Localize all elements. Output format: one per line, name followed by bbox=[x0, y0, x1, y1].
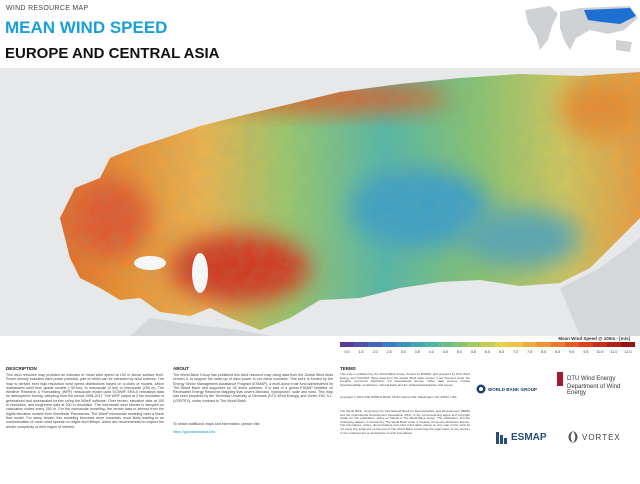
legend-swatch bbox=[620, 342, 635, 347]
legend-swatch bbox=[354, 342, 369, 347]
esmap-icon bbox=[496, 432, 507, 444]
legend-swatch bbox=[606, 342, 622, 347]
section-heading: ABOUT bbox=[173, 366, 189, 371]
legend-swatch bbox=[410, 342, 425, 347]
legend-label: 6.5 bbox=[499, 350, 504, 354]
inset-map bbox=[520, 0, 640, 58]
legend-swatch bbox=[508, 342, 523, 347]
legend-label: 1.5 bbox=[359, 350, 364, 354]
legend-swatch bbox=[466, 342, 481, 347]
legend-swatch bbox=[438, 342, 453, 347]
legend-swatch bbox=[522, 342, 537, 347]
legend: 0.0 1.5 2.0 2.5 3.0 3.5 4.0 4.5 5.0 5.5 6.0 6.5 7.0 7… bbox=[340, 342, 635, 354]
legend-label: 5.0 bbox=[457, 350, 462, 354]
paragraph: The World Bank, comprising the Internati… bbox=[340, 409, 470, 435]
paragraph: To obtain additional maps and informatio… bbox=[173, 422, 261, 426]
world-bank-logo: WORLD BANK GROUP bbox=[488, 387, 537, 392]
legend-label: 2.0 bbox=[373, 350, 378, 354]
legend-label: 7.0 bbox=[513, 350, 518, 354]
legend-label: 7.5 bbox=[527, 350, 532, 354]
esmap-logo: ESMAP bbox=[511, 432, 547, 443]
legend-swatch bbox=[536, 342, 552, 347]
legend-swatch bbox=[564, 342, 580, 347]
link[interactable]: https://globalwindatlas.info bbox=[173, 430, 216, 434]
legend-title: Mean Wind Speed @ 100m - [m/s] bbox=[558, 336, 630, 341]
legend-swatch bbox=[592, 342, 608, 347]
paragraph: The World Bank Group has published this … bbox=[173, 373, 333, 403]
legend-label: 3.5 bbox=[415, 350, 420, 354]
legend-swatch bbox=[382, 342, 397, 347]
legend-label: 9.5 bbox=[583, 350, 588, 354]
legend-swatch bbox=[578, 342, 594, 347]
legend-label: 0.0 bbox=[345, 350, 350, 354]
title: MEAN WIND SPEED bbox=[5, 18, 168, 37]
legend-swatch bbox=[368, 342, 383, 347]
legend-swatch bbox=[452, 342, 467, 347]
vortex-icon bbox=[568, 431, 578, 443]
legend-swatch bbox=[550, 342, 566, 347]
legend-swatch bbox=[396, 342, 411, 347]
legend-label: 3.0 bbox=[401, 350, 406, 354]
legend-label: 5.5 bbox=[471, 350, 476, 354]
section-heading: DESCRIPTION bbox=[6, 366, 37, 371]
legend-label: 4.0 bbox=[429, 350, 434, 354]
legend-label: 8.5 bbox=[555, 350, 560, 354]
world-bank-icon bbox=[476, 384, 486, 394]
legend-label: 9.0 bbox=[569, 350, 574, 354]
legend-label: 8.0 bbox=[541, 350, 546, 354]
paragraph: This wind resource map provides an indic… bbox=[6, 373, 164, 429]
vortex-logo: VORTEX bbox=[582, 433, 621, 442]
legend-label: 4.5 bbox=[443, 350, 448, 354]
legend-label: 12.0 bbox=[624, 350, 631, 354]
dtu-logo: DTU Wind Energy bbox=[567, 376, 616, 382]
legend-swatch bbox=[480, 342, 495, 347]
dtu-subtitle: Department of Wind Energy bbox=[567, 384, 621, 396]
copyright: Copyright © 2019 THE WORLD BANK 1818 H S… bbox=[340, 395, 457, 399]
legend-label: 6.0 bbox=[485, 350, 490, 354]
region: EUROPE AND CENTRAL ASIA bbox=[5, 45, 220, 62]
legend-swatch bbox=[494, 342, 509, 347]
wind-map bbox=[0, 68, 640, 336]
legend-swatch bbox=[340, 342, 355, 347]
paragraph: This map is published by the World Bank … bbox=[340, 372, 470, 387]
kicker: WIND RESOURCE MAP bbox=[6, 5, 89, 12]
legend-label: 10.0 bbox=[596, 350, 603, 354]
legend-label: 11.0 bbox=[611, 350, 618, 354]
section-heading: TERMS bbox=[340, 366, 356, 371]
legend-label: 2.5 bbox=[387, 350, 392, 354]
legend-swatch bbox=[424, 342, 439, 347]
dtu-icon bbox=[557, 372, 563, 386]
